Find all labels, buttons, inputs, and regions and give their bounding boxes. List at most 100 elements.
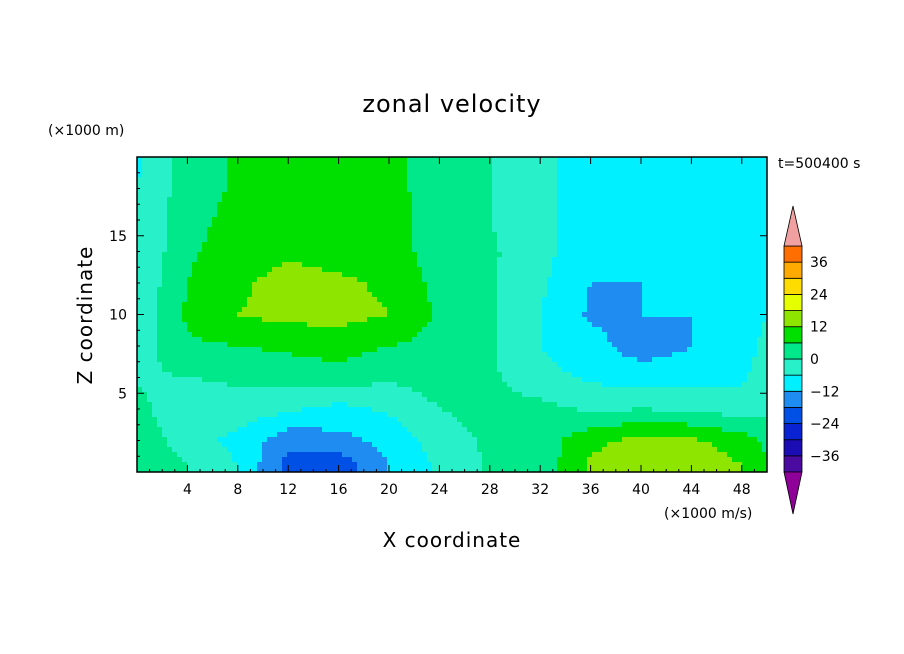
- heatmap-cell: [567, 327, 573, 333]
- heatmap-cell: [237, 187, 243, 193]
- heatmap-cell: [612, 237, 618, 243]
- heatmap-cell: [412, 162, 418, 168]
- heatmap-cell: [727, 287, 733, 293]
- heatmap-cell: [262, 172, 268, 178]
- y-axis-label: Z coordinate: [73, 246, 97, 385]
- heatmap-cell: [367, 332, 373, 338]
- heatmap-cell: [637, 327, 643, 333]
- heatmap-cell: [572, 167, 578, 173]
- heatmap-cell: [597, 162, 603, 168]
- heatmap-cell: [337, 257, 343, 263]
- heatmap-cell: [627, 182, 633, 188]
- heatmap-cell: [202, 292, 208, 298]
- heatmap-cell: [397, 307, 403, 313]
- heatmap-cell: [452, 252, 458, 258]
- heatmap-cell: [152, 337, 158, 343]
- heatmap-cell: [347, 287, 353, 293]
- heatmap-cell: [392, 232, 398, 238]
- heatmap-cell: [462, 187, 468, 193]
- heatmap-cell: [262, 262, 268, 268]
- heatmap-cell: [727, 302, 733, 308]
- heatmap-cell: [697, 317, 703, 323]
- heatmap-cell: [467, 312, 473, 318]
- heatmap-cell: [287, 322, 293, 328]
- heatmap-cell: [292, 272, 298, 278]
- heatmap-cell: [747, 342, 753, 348]
- heatmap-cell: [187, 242, 193, 248]
- heatmap-cell: [217, 207, 223, 213]
- heatmap-cell: [382, 282, 388, 288]
- heatmap-cell: [707, 207, 713, 213]
- heatmap-cell: [652, 257, 658, 263]
- heatmap-cell: [482, 337, 488, 343]
- heatmap-cell: [537, 257, 543, 263]
- heatmap-cell: [427, 207, 433, 213]
- heatmap-cell: [217, 182, 223, 188]
- heatmap-cell: [137, 257, 143, 263]
- heatmap-cell: [337, 342, 343, 348]
- heatmap-cell: [747, 157, 753, 163]
- heatmap-cell: [602, 252, 608, 258]
- heatmap-cell: [507, 272, 513, 278]
- heatmap-cell: [417, 212, 423, 218]
- heatmap-cell: [162, 292, 168, 298]
- heatmap-cell: [567, 287, 573, 293]
- heatmap-cell: [542, 197, 548, 203]
- heatmap-cell: [247, 267, 253, 273]
- heatmap-cell: [592, 222, 598, 228]
- heatmap-cell: [592, 307, 598, 313]
- heatmap-cell: [742, 167, 748, 173]
- heatmap-cell: [162, 167, 168, 173]
- heatmap-cell: [392, 297, 398, 303]
- heatmap-cell: [177, 262, 183, 268]
- heatmap-cell: [457, 262, 463, 268]
- heatmap-cell: [202, 202, 208, 208]
- heatmap-cell: [737, 212, 743, 218]
- heatmap-cell: [372, 237, 378, 243]
- heatmap-cell: [277, 322, 283, 328]
- heatmap-cell: [232, 312, 238, 318]
- heatmap-cell: [667, 172, 673, 178]
- heatmap-cell: [692, 237, 698, 243]
- heatmap-cell: [547, 312, 553, 318]
- heatmap-cell: [722, 237, 728, 243]
- heatmap-cell: [482, 162, 488, 168]
- heatmap-cell: [237, 342, 243, 348]
- heatmap-cell: [572, 287, 578, 293]
- heatmap-cell: [452, 297, 458, 303]
- heatmap-cell: [257, 167, 263, 173]
- heatmap-cell: [602, 272, 608, 278]
- heatmap-cell: [642, 187, 648, 193]
- heatmap-cell: [662, 157, 668, 163]
- heatmap-cell: [147, 242, 153, 248]
- heatmap-cell: [652, 177, 658, 183]
- heatmap-cell: [307, 317, 313, 323]
- heatmap-cell: [292, 262, 298, 268]
- heatmap-cell: [257, 227, 263, 233]
- heatmap-cell: [207, 172, 213, 178]
- heatmap-cell: [652, 282, 658, 288]
- heatmap-cell: [677, 327, 683, 333]
- heatmap-cell: [572, 162, 578, 168]
- heatmap-cell: [542, 262, 548, 268]
- heatmap-cell: [152, 277, 158, 283]
- heatmap-cell: [717, 297, 723, 303]
- heatmap-cell: [627, 222, 633, 228]
- heatmap-cell: [242, 187, 248, 193]
- heatmap-cell: [387, 242, 393, 248]
- heatmap-cell: [582, 272, 588, 278]
- heatmap-cell: [642, 262, 648, 268]
- heatmap-cell: [567, 337, 573, 343]
- heatmap-cell: [157, 312, 163, 318]
- heatmap-cell: [457, 352, 463, 358]
- heatmap-cell: [647, 327, 653, 333]
- heatmap-cell: [467, 272, 473, 278]
- heatmap-cell: [302, 192, 308, 198]
- heatmap-cell: [452, 312, 458, 318]
- heatmap-cell: [242, 242, 248, 248]
- heatmap-cell: [622, 247, 628, 253]
- heatmap-cell: [267, 167, 273, 173]
- heatmap-cell: [207, 157, 213, 163]
- heatmap-cell: [727, 217, 733, 223]
- heatmap-cell: [172, 247, 178, 253]
